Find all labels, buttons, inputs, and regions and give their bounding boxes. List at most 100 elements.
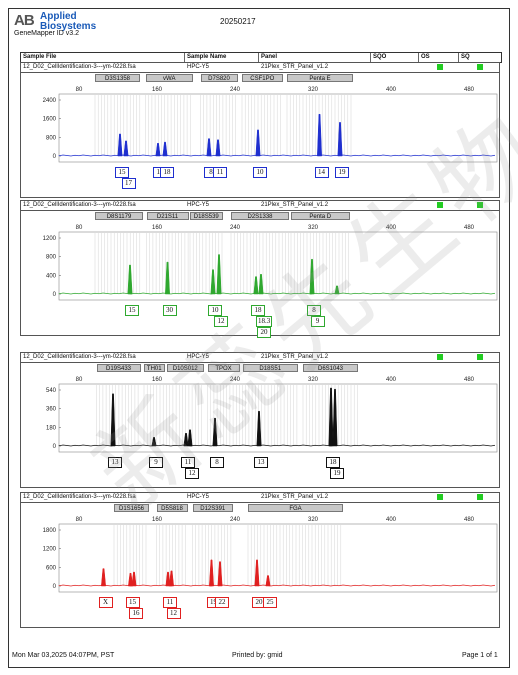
allele-call-label[interactable]: 25	[263, 597, 277, 608]
marker-bin-d6s1043[interactable]: D6S1043	[303, 364, 358, 372]
allele-peak[interactable]	[215, 139, 221, 157]
marker-bin-d3s1358[interactable]: D3S1358	[95, 74, 140, 82]
trace-plot: 80 160 240 320 400 480 1200 800 400 0	[43, 225, 498, 301]
allele-peak[interactable]	[210, 269, 216, 295]
marker-bin-d18s539[interactable]: D18S539	[190, 212, 223, 220]
allele-peak[interactable]	[328, 387, 334, 447]
allele-peak[interactable]	[206, 138, 212, 157]
allele-peak[interactable]	[123, 140, 129, 157]
marker-bin-d10s012[interactable]: D10S012	[166, 364, 204, 372]
allele-peak[interactable]	[155, 142, 161, 157]
sqo-value	[371, 493, 419, 502]
marker-bin-vwa[interactable]: vWA	[145, 74, 193, 82]
sqo-value	[371, 353, 419, 362]
marker-bin-d18s51[interactable]: D18S51	[242, 364, 298, 372]
allele-peak[interactable]	[127, 264, 133, 295]
x-tick-label: 240	[230, 225, 241, 231]
marker-bin-d1s1656[interactable]: D1S1656	[114, 504, 149, 512]
marker-bin-d2s1338[interactable]: D2S1338	[231, 212, 289, 220]
allele-peak[interactable]	[151, 437, 157, 447]
allele-peak[interactable]	[183, 432, 189, 447]
report-page	[8, 8, 510, 668]
allele-peak[interactable]	[209, 559, 214, 587]
marker-bin-penta-e[interactable]: Penta E	[287, 74, 353, 82]
allele-call-label[interactable]: 20	[257, 327, 271, 338]
marker-bin-penta-d[interactable]: Penta D	[291, 212, 350, 220]
allele-peak[interactable]	[187, 429, 193, 447]
allele-call-label[interactable]: 22	[215, 597, 229, 608]
marker-bin-d7s820[interactable]: D7S820	[200, 74, 238, 82]
allele-call-label[interactable]: 13	[108, 457, 122, 468]
marker-bin-d12s391[interactable]: D12S391	[192, 504, 233, 512]
allele-call-label[interactable]: 8	[210, 457, 224, 468]
allele-call-label[interactable]: 11	[163, 597, 177, 608]
allele-call-label[interactable]: 12	[166, 608, 181, 619]
marker-bin-d5s818[interactable]: D5S818	[156, 504, 188, 512]
allele-peak[interactable]	[253, 276, 259, 295]
allele-call-label[interactable]: 10	[208, 305, 222, 316]
allele-peak[interactable]	[256, 410, 262, 447]
marker-bin-tpox[interactable]: TPOX	[207, 364, 240, 372]
allele-call-label[interactable]: 10	[253, 167, 267, 178]
allele-call-label[interactable]: 11	[181, 457, 195, 468]
allele-call-label[interactable]: 19	[330, 468, 344, 479]
marker-bin-d19s433[interactable]: D19S433	[96, 364, 141, 372]
allele-peak[interactable]	[258, 274, 264, 295]
x-tick-label: 320	[308, 377, 319, 383]
panel-name: 21Plex_STR_Panel_v1.2	[261, 202, 329, 208]
allele-call-label[interactable]: 9	[310, 316, 325, 327]
sample-info-row: 12_D02_CellIdentification-3---ym-0228.fs…	[21, 353, 499, 363]
allele-peak[interactable]	[101, 568, 106, 587]
allele-call-label[interactable]: 15	[125, 597, 140, 608]
allele-call-label[interactable]: 14	[314, 167, 329, 178]
allele-call-label[interactable]: 13	[254, 457, 268, 468]
allele-peak[interactable]	[317, 113, 322, 157]
allele-call-label[interactable]: 15	[115, 167, 129, 178]
allele-peak[interactable]	[255, 129, 261, 157]
allele-call-label[interactable]: 8	[307, 305, 321, 316]
x-tick-label: 480	[464, 517, 475, 523]
allele-call-label[interactable]: 12	[185, 468, 199, 479]
marker-bin-fga[interactable]: FGA	[248, 504, 343, 512]
allele-peak[interactable]	[332, 388, 338, 447]
allele-peak[interactable]	[309, 258, 315, 295]
allele-peak[interactable]	[334, 285, 340, 295]
marker-bin-d21s11[interactable]: D21S11	[146, 212, 189, 220]
sample-info-row: 12_D02_CellIdentification-3---ym-0228.fs…	[21, 493, 499, 503]
allele-peak[interactable]	[165, 571, 171, 587]
allele-call-label[interactable]: 30	[162, 305, 177, 316]
x-tick-label: 480	[464, 377, 475, 383]
marker-bin-th01[interactable]: TH01	[144, 364, 165, 372]
allele-peak[interactable]	[131, 571, 137, 587]
allele-call-label[interactable]: 19	[335, 167, 349, 178]
allele-call-label[interactable]: X	[98, 597, 113, 608]
allele-call-label[interactable]: 17	[121, 178, 136, 189]
allele-call-label[interactable]: 11	[213, 167, 227, 178]
allele-call-label[interactable]: 18	[326, 457, 340, 468]
allele-peak[interactable]	[169, 570, 174, 587]
allele-call-label[interactable]: 18	[160, 167, 174, 178]
allele-call-label[interactable]: 15	[125, 305, 139, 316]
marker-bin-csf1po[interactable]: CSF1PO	[242, 74, 283, 82]
allele-peak[interactable]	[117, 133, 123, 157]
allele-call-label[interactable]: 12	[214, 316, 228, 327]
allele-call-label[interactable]: 9	[149, 457, 163, 468]
allele-peak[interactable]	[216, 254, 222, 295]
allele-peak[interactable]	[337, 122, 343, 157]
marker-bin-d8s1179[interactable]: D8S1179	[95, 212, 143, 220]
allele-peak[interactable]	[212, 417, 218, 447]
allele-peak[interactable]	[254, 559, 260, 587]
allele-peak[interactable]	[265, 575, 271, 587]
electropherogram-panel: 12_D02_CellIdentification-3---ym-0228.fs…	[20, 492, 500, 628]
allele-call-label[interactable]: 16	[129, 608, 143, 619]
x-tick-label: 80	[76, 377, 83, 383]
allele-peak[interactable]	[110, 393, 116, 447]
applied-biosystems-logo: AB Applied Biosystems	[14, 12, 134, 42]
allele-call-label[interactable]: 18.3	[256, 316, 273, 327]
footer-printed-by: Printed by: gmid	[232, 652, 283, 659]
allele-peak[interactable]	[128, 572, 133, 587]
allele-peak[interactable]	[165, 261, 170, 295]
allele-peak[interactable]	[217, 561, 223, 587]
allele-peak[interactable]	[162, 141, 168, 157]
allele-call-label[interactable]: 18	[251, 305, 265, 316]
